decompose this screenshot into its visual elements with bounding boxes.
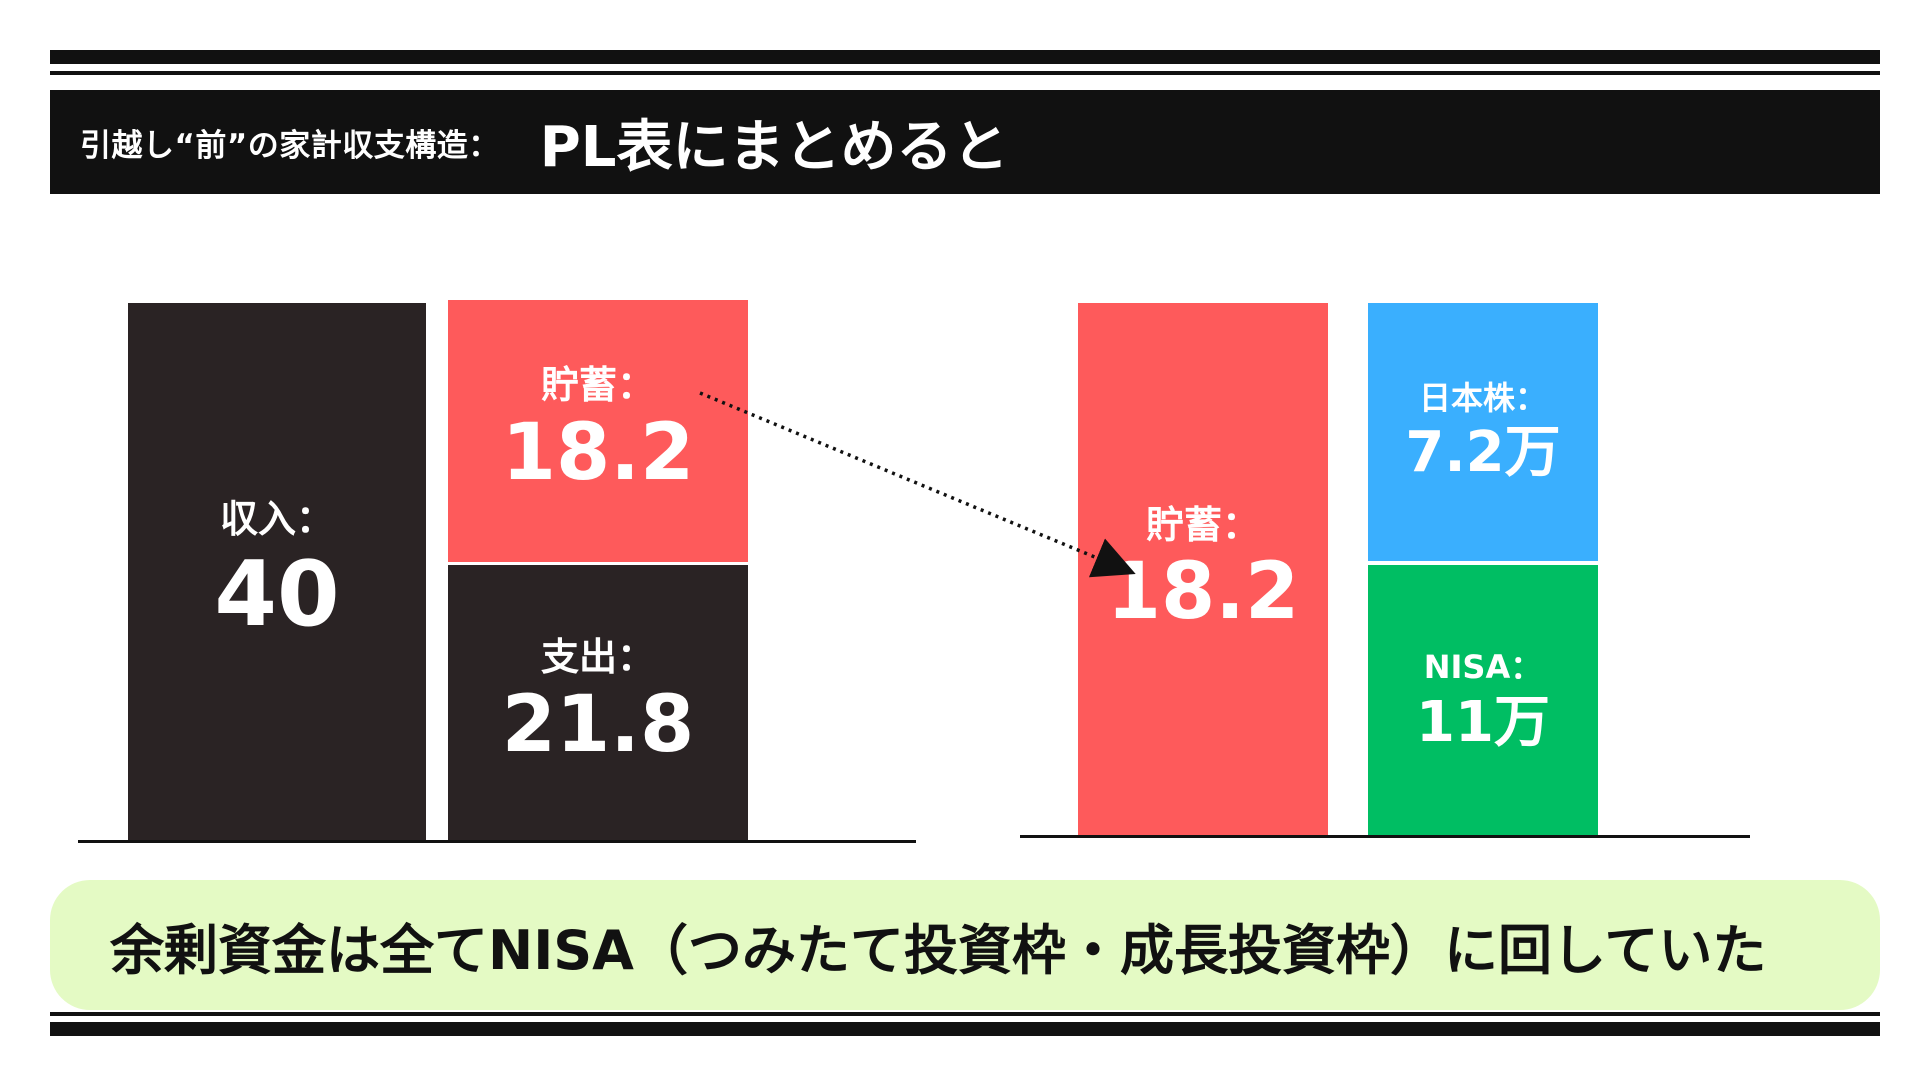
japan-stocks-label: 日本株：: [1418, 378, 1547, 417]
header-subtitle: 引越し“前”の家計収支構造：: [80, 127, 500, 164]
header-title: PL表にまとめると: [539, 114, 1009, 180]
spending-label: 支出：: [540, 635, 655, 680]
summary-text: 余剰資金は全てNISA（つみたて投資枠・成長投資枠）に回していた: [110, 918, 1767, 982]
nisa-value: 11万: [1416, 689, 1550, 755]
income-value: 40: [214, 542, 340, 648]
top-rule-thin: [50, 71, 1880, 75]
nisa-block: NISA： 11万: [1368, 565, 1598, 838]
header-band: 引越し“前”の家計収支構造： PL表にまとめると: [50, 90, 1880, 194]
bottom-rule-thick: [50, 1022, 1880, 1036]
bottom-rule-thin: [50, 1012, 1880, 1016]
spending-block: 支出： 21.8: [448, 565, 748, 841]
income-block: 収入： 40: [128, 303, 426, 841]
income-label: 収入：: [219, 497, 334, 542]
japan-stocks-block: 日本株： 7.2万: [1368, 303, 1598, 561]
spending-value: 21.8: [501, 679, 695, 770]
left-savings-value: 18.2: [501, 407, 695, 498]
top-rule-thick: [50, 50, 1880, 64]
summary-bar: 余剰資金は全てNISA（つみたて投資枠・成長投資枠）に回していた: [50, 880, 1880, 1010]
left-baseline: [78, 840, 916, 843]
japan-stocks-value: 7.2万: [1405, 420, 1561, 486]
left-savings-block: 貯蓄： 18.2: [448, 300, 748, 562]
right-savings-value: 18.2: [1106, 547, 1300, 638]
right-baseline: [1020, 835, 1750, 838]
nisa-label: NISA：: [1423, 648, 1543, 687]
left-savings-label: 貯蓄：: [540, 363, 655, 408]
right-savings-label: 貯蓄：: [1145, 502, 1260, 547]
